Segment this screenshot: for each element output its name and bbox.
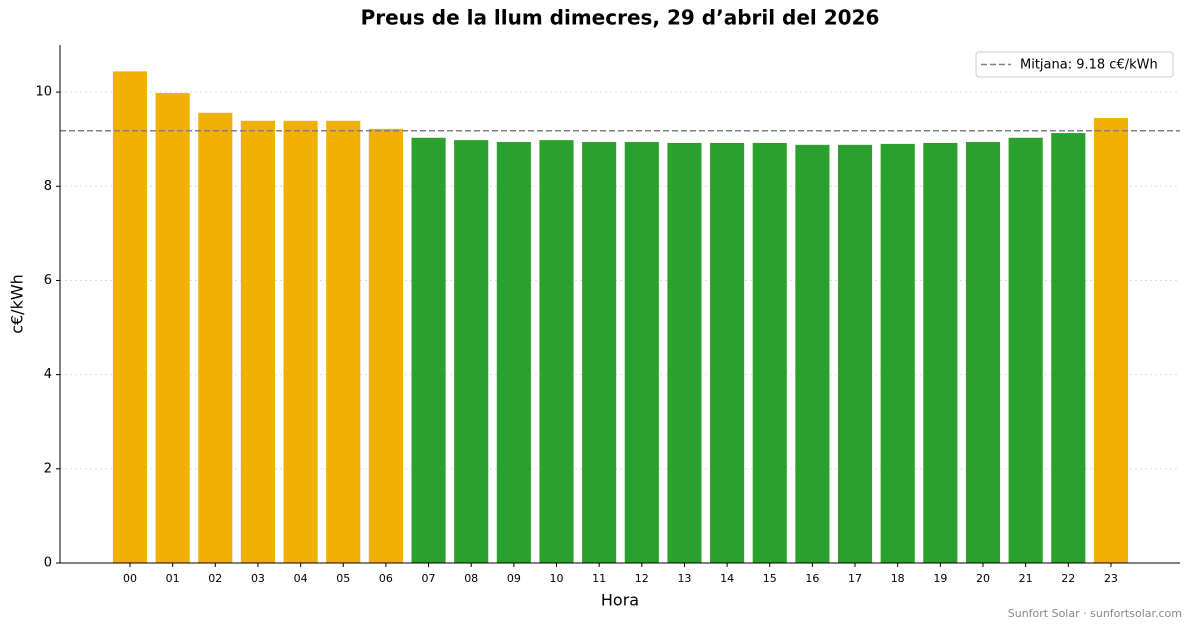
x-tick-label: 12	[635, 572, 649, 585]
bar	[965, 142, 1001, 564]
x-tick-label: 09	[507, 572, 521, 585]
bar	[496, 142, 531, 564]
y-tick-label: 10	[35, 85, 52, 100]
y-axis-label: c€/kWh	[8, 274, 27, 334]
x-tick-label: 16	[805, 572, 819, 585]
x-tick-label: 11	[592, 572, 606, 585]
bar	[539, 140, 574, 563]
bar	[198, 112, 233, 563]
bar	[624, 142, 659, 564]
x-tick-label: 06	[379, 572, 393, 585]
legend-box	[975, 51, 1174, 78]
x-tick-label: 00	[123, 572, 137, 585]
bar	[880, 143, 915, 563]
x-tick-label: 04	[294, 572, 308, 585]
x-tick-label: 21	[1019, 572, 1033, 585]
bar	[454, 140, 489, 563]
x-tick-label: 23	[1104, 572, 1118, 585]
x-tick-label: 17	[848, 572, 862, 585]
y-tick-label: 2	[44, 461, 52, 476]
x-tick-label: 20	[976, 572, 990, 585]
x-tick-label: 02	[208, 572, 222, 585]
footer: Sunfort Solar · sunfortsolar.com	[1008, 607, 1182, 620]
x-tick-label: 08	[464, 572, 478, 585]
x-axis-label: Hora	[601, 591, 639, 610]
bar	[582, 142, 617, 564]
y-tick-label: 4	[44, 367, 52, 382]
chart-title: Preus de la llum dimecres, 29 d’abril de…	[361, 6, 880, 30]
y-tick-label: 8	[44, 179, 52, 194]
legend-label: Mitjana: 9.18 c€/kWh	[1020, 58, 1158, 73]
bar	[1051, 133, 1086, 563]
bar	[112, 71, 148, 563]
bar	[923, 142, 958, 563]
x-tick-label: 22	[1061, 572, 1075, 585]
bar	[1093, 117, 1129, 563]
bar	[326, 120, 361, 564]
bar	[752, 142, 787, 563]
x-tick-label: 19	[933, 572, 947, 585]
bar	[411, 137, 446, 563]
x-tick-label: 03	[251, 572, 265, 585]
bar	[283, 120, 318, 564]
bar	[710, 142, 745, 563]
y-tick-label: 6	[44, 273, 52, 288]
x-tick-label: 10	[550, 572, 564, 585]
y-tick-label: 0	[44, 556, 52, 571]
bar	[837, 144, 873, 563]
bar	[368, 128, 403, 563]
x-tick-label: 14	[720, 572, 734, 585]
x-tick-label: 01	[166, 572, 180, 585]
x-tick-label: 15	[763, 572, 777, 585]
x-tick-label: 13	[677, 572, 691, 585]
bar	[155, 93, 190, 564]
bar	[795, 144, 830, 563]
x-tick-label: 18	[891, 572, 905, 585]
bar	[667, 142, 702, 563]
bar	[240, 120, 276, 564]
x-tick-label: 05	[336, 572, 350, 585]
bar	[1008, 137, 1043, 563]
x-tick-label: 07	[422, 572, 436, 585]
